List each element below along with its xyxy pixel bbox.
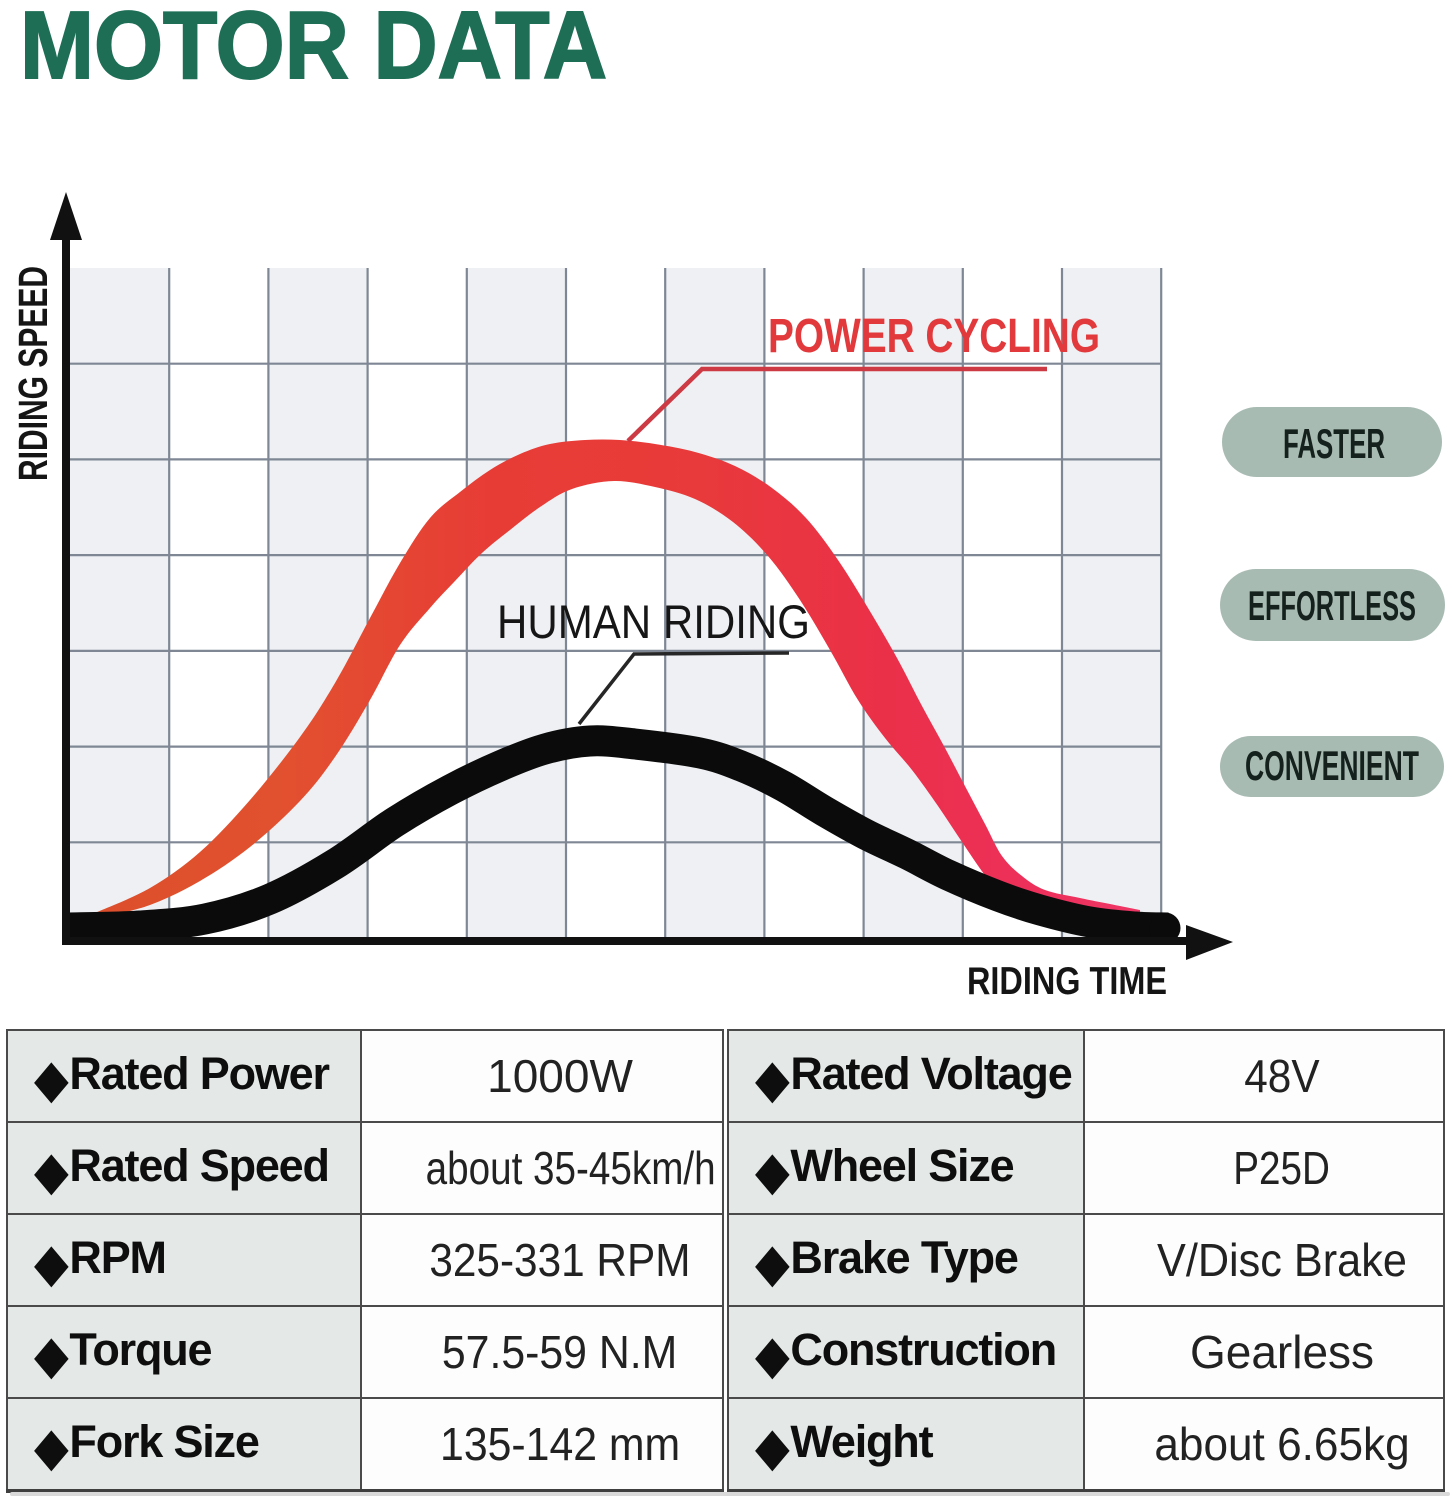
svg-text:MOTOR DATA: MOTOR DATA	[20, 0, 607, 99]
svg-text:FASTER: FASTER	[1283, 420, 1385, 467]
svg-text:CONVENIENT: CONVENIENT	[1245, 742, 1419, 789]
svg-text:POWER CYCLING: POWER CYCLING	[768, 310, 1100, 363]
svg-text:RIDING SPEED: RIDING SPEED	[10, 266, 56, 481]
svg-text:HUMAN RIDING: HUMAN RIDING	[497, 595, 810, 648]
svg-text:RIDING TIME: RIDING TIME	[967, 960, 1167, 1003]
svg-text:EFFORTLESS: EFFORTLESS	[1248, 582, 1416, 629]
